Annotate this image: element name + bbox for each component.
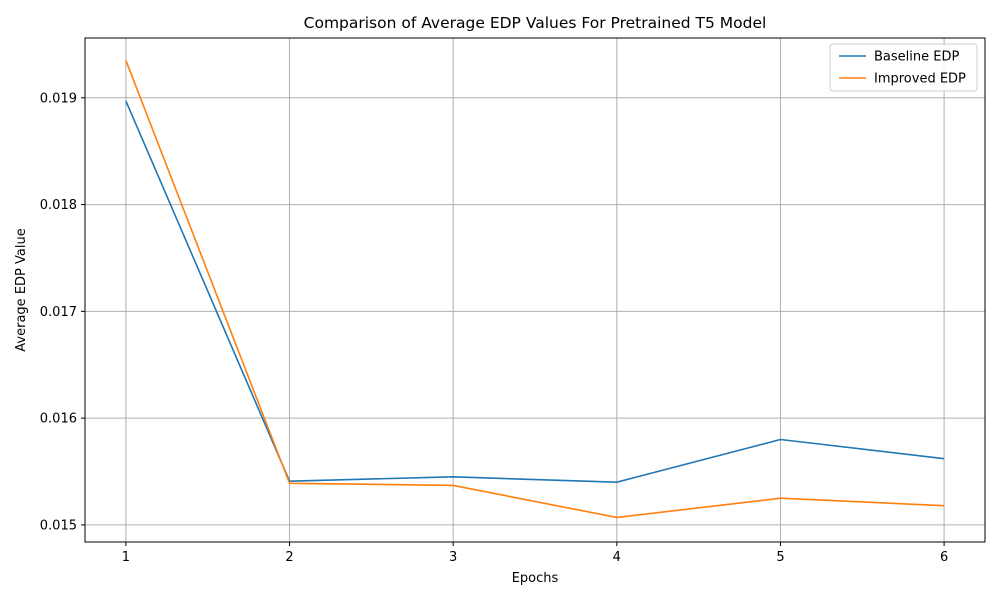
legend-label: Improved EDP xyxy=(874,72,966,87)
y-tick-label: 0.017 xyxy=(40,305,77,320)
grid-lines xyxy=(85,38,985,542)
x-axis-label: Epochs xyxy=(512,571,559,586)
x-axis-ticks: 1 2 3 4 5 6 xyxy=(122,542,948,565)
x-tick-label: 5 xyxy=(776,550,784,565)
series-line-improved xyxy=(125,60,945,519)
x-tick-label: 1 xyxy=(122,550,130,565)
x-tick-label: 6 xyxy=(940,550,948,565)
y-tick-label: 0.015 xyxy=(40,518,77,533)
y-tick-label: 0.019 xyxy=(40,91,77,106)
y-tick-label: 0.018 xyxy=(40,198,77,213)
chart-title: Comparison of Average EDP Values For Pre… xyxy=(304,14,767,32)
legend: Baseline EDP Improved EDP xyxy=(829,43,978,92)
series-line-baseline xyxy=(125,100,945,484)
x-tick-label: 4 xyxy=(613,550,621,565)
plot-frame xyxy=(84,37,986,543)
x-tick-label: 3 xyxy=(449,550,457,565)
y-axis-ticks: 0.015 0.016 0.017 0.018 0.019 xyxy=(40,91,85,533)
x-tick-label: 2 xyxy=(285,550,293,565)
y-axis-label: Average EDP Value xyxy=(14,228,29,351)
legend-box xyxy=(829,43,978,92)
legend-label: Baseline EDP xyxy=(874,50,959,65)
y-tick-label: 0.016 xyxy=(40,412,77,427)
series-lines xyxy=(125,60,945,519)
